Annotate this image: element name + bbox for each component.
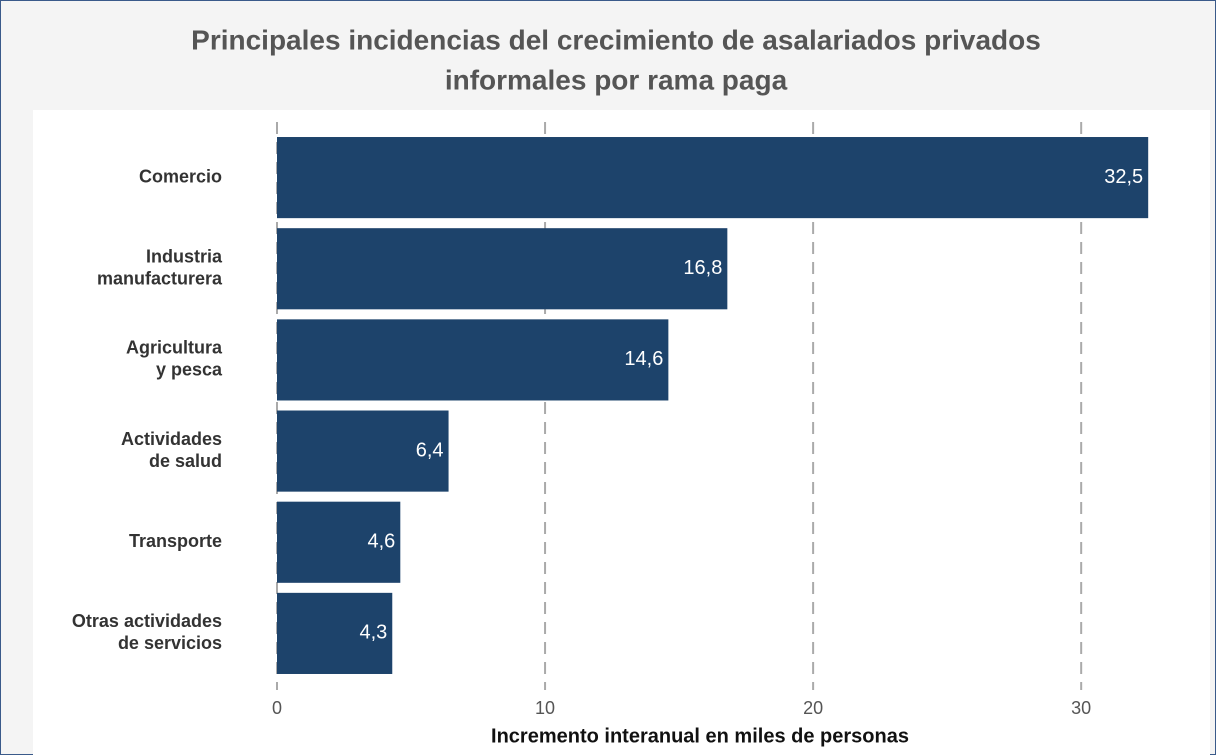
bar (277, 228, 728, 310)
value-label: 4,6 (367, 531, 395, 553)
chart-title: informales por rama paga (445, 64, 788, 95)
bar (277, 592, 393, 674)
x-tick-label: 20 (803, 698, 823, 718)
value-label: 6,4 (416, 439, 444, 461)
bar (277, 319, 669, 401)
y-tick-label: de servicios (118, 633, 222, 653)
y-tick-label: Comercio (139, 166, 222, 186)
value-label: 14,6 (624, 348, 663, 370)
y-tick-label: y pesca (156, 360, 223, 380)
bar (277, 501, 401, 583)
y-tick-label: Industria (146, 247, 223, 267)
y-tick-label: manufacturera (97, 269, 223, 289)
bar (277, 137, 1149, 219)
y-tick-label: Actividades (121, 429, 222, 449)
x-axis-title: Incremento interanual en miles de person… (491, 725, 909, 747)
value-label: 16,8 (683, 257, 722, 279)
y-tick-label: Transporte (129, 531, 222, 551)
x-tick-label: 10 (535, 698, 555, 718)
y-tick-label: de salud (149, 451, 222, 471)
y-tick-label: Agricultura (126, 338, 223, 358)
x-tick-label: 0 (272, 698, 282, 718)
x-tick-label: 30 (1071, 698, 1091, 718)
chart-title: Principales incidencias del crecimiento … (191, 24, 1041, 55)
value-label: 32,5 (1104, 166, 1143, 188)
y-tick-label: Otras actividades (72, 611, 222, 631)
value-label: 4,3 (359, 622, 387, 644)
bar (277, 410, 449, 492)
